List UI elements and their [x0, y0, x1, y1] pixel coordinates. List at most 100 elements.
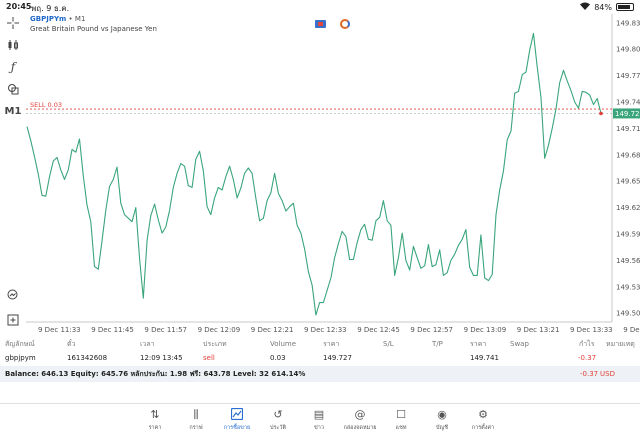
table-header-cell: สัญลักษณ์ — [5, 339, 35, 348]
chart-toolbar: ƒ M1 — [0, 14, 26, 336]
table-header-cell: ราคา — [323, 339, 340, 348]
account-currency: USD — [600, 370, 615, 378]
time-tick-label: 9 Dec 11:45 — [91, 326, 134, 334]
table-header-cell: ประเภท — [203, 339, 227, 348]
status-bar: 20:45 พฤ. 9 ธ.ค. 84% — [0, 0, 640, 14]
chart-timeframe: M1 — [74, 15, 86, 23]
crosshair-icon[interactable] — [4, 14, 22, 32]
time-tick-label: 9 Dec 13:09 — [464, 326, 507, 334]
time-tick-label: 9 Dec 13:45 — [623, 326, 640, 334]
nav-label: การซื้อขาย — [223, 425, 251, 431]
time-tick-label: 9 Dec 11:33 — [38, 326, 81, 334]
history-icon: ↺ — [273, 408, 283, 421]
price-tick-label: 149.830 — [616, 19, 640, 27]
mailbox-icon: @ — [354, 408, 366, 421]
nav-item-6[interactable]: @ กล่องจดหมาย — [340, 408, 380, 432]
table-cell: sell — [203, 354, 215, 362]
nav-item-4[interactable]: ↺ ประวัติ — [258, 408, 298, 432]
price-tick-label: 149.620 — [616, 204, 640, 212]
table-header: สัญลักษณ์ ตั๋ว เวลา ประเภท Volume ราคา S/L T/P ร… — [0, 337, 640, 351]
time-tick-label: 9 Dec 12:45 — [357, 326, 400, 334]
chart-symbol: GBPJPYm — [30, 15, 67, 23]
chart-icon: ⫼ — [193, 408, 199, 421]
nav-item-1[interactable]: ⇅ ราคา — [135, 408, 175, 432]
table-row[interactable]: gbpjpym 161342608 12:09 13:45 sell 0.03 149.7… — [0, 351, 640, 365]
chart-description: Great Britain Pound vs Japanese Yen — [30, 25, 157, 33]
add-icon[interactable] — [4, 311, 22, 329]
nav-label: ประวัติ — [269, 425, 287, 431]
current-price-label: 149.727 — [615, 110, 640, 118]
time-tick-label: 9 Dec 12:57 — [410, 326, 453, 334]
sell-order-label: SELL 0.03 — [30, 101, 62, 109]
time-tick-label: 9 Dec 12:33 — [304, 326, 347, 334]
table-header-cell: T/P — [432, 340, 443, 348]
time-tick-label: 9 Dec 11:57 — [144, 326, 187, 334]
nav-item-9[interactable]: ⚙ การตั้งค่า — [463, 408, 503, 432]
time-tick-label: 9 Dec 13:21 — [517, 326, 560, 334]
candles-icon[interactable] — [4, 36, 22, 54]
nav-item-7[interactable]: ☐ แชท — [381, 408, 421, 432]
wifi-icon — [580, 2, 591, 12]
status-time: 20:45 — [6, 2, 32, 11]
price-chart[interactable]: GBPJPYm • M1 Great Britain Pound vs Japa… — [26, 14, 640, 336]
time-tick-label: 9 Dec 13:33 — [570, 326, 613, 334]
status-date: พฤ. 9 ธ.ค. — [31, 4, 70, 13]
table-header-cell: Swap — [510, 340, 529, 348]
table-header-cell: เวลา — [140, 339, 155, 348]
table-header-cell: กำไร — [579, 339, 595, 348]
chart-separator: • — [68, 15, 73, 23]
total-profit: -0.37 — [580, 370, 599, 378]
trade-icon — [217, 407, 257, 422]
nav-item-2[interactable]: ⫼ กราฟ — [176, 408, 216, 432]
table-header-cell: Volume — [270, 340, 297, 348]
account-icon: ◉ — [437, 408, 447, 421]
current-price-badge — [613, 108, 640, 119]
table-cell: gbpjpym — [5, 354, 36, 362]
sync-icon[interactable] — [340, 19, 350, 29]
zoom-icon[interactable] — [4, 286, 22, 304]
nav-item-8[interactable]: ◉ บัญชี — [422, 408, 462, 432]
price-tick-label: 149.680 — [616, 151, 640, 159]
flag-icon[interactable] — [315, 20, 326, 28]
nav-label: ข่าว — [314, 425, 324, 431]
price-tick-label: 149.500 — [616, 310, 640, 318]
nav-item-3[interactable]: การซื้อขาย — [217, 407, 257, 432]
table-cell: 149.741 — [470, 354, 499, 362]
price-tick-label: 149.560 — [616, 257, 640, 265]
price-tick-label: 149.650 — [616, 178, 640, 186]
price-tick-label: 149.530 — [616, 283, 640, 291]
table-header-cell: ราคา — [470, 339, 487, 348]
time-tick-label: 9 Dec 12:09 — [198, 326, 241, 334]
battery-percent: 84% — [594, 2, 612, 12]
sell-marker — [599, 111, 603, 116]
price-line — [26, 32, 602, 316]
price-tick-label: 149.800 — [616, 46, 640, 54]
bottom-nav: ⇅ ราคา ⫼ กราฟ การซื้อขาย ↺ ประวัติ ▤ ข่าว @ กล่องจ… — [0, 403, 640, 447]
table-cell: 12:09 13:45 — [140, 354, 183, 362]
news-icon: ▤ — [313, 408, 325, 421]
status-right: 84% — [580, 2, 634, 12]
function-icon[interactable]: ƒ — [10, 60, 16, 74]
table-header-cell: ตั๋ว — [67, 339, 76, 348]
nav-label: ราคา — [148, 425, 162, 431]
time-tick-label: 9 Dec 12:21 — [251, 326, 294, 334]
price-tick-label: 149.710 — [616, 125, 640, 133]
battery-icon — [616, 3, 634, 11]
quotes-icon: ⇅ — [150, 408, 160, 421]
settings-icon: ⚙ — [478, 408, 488, 421]
table-cell: 161342608 — [67, 354, 108, 362]
timeframe-button[interactable]: M1 — [4, 105, 22, 117]
chat-icon: ☐ — [396, 408, 406, 421]
shapes-icon[interactable] — [4, 80, 22, 98]
table-header-cell: S/L — [383, 340, 394, 348]
nav-label: การตั้งค่า — [471, 425, 495, 431]
nav-label: แชท — [395, 425, 407, 431]
nav-label: กราฟ — [189, 425, 203, 431]
table-cell: 149.727 — [323, 354, 352, 362]
nav-item-5[interactable]: ▤ ข่าว — [299, 408, 339, 432]
price-tick-label: 149.740 — [616, 99, 640, 107]
table-header-cell: หมายเหตุ — [606, 339, 635, 348]
price-tick-label: 149.590 — [616, 231, 640, 239]
chart-info: GBPJPYm • M1 Great Britain Pound vs Japa… — [30, 14, 157, 34]
chart-svg: 149.830 149.800 149.770 149.740 149.710 149.6… — [26, 14, 640, 334]
